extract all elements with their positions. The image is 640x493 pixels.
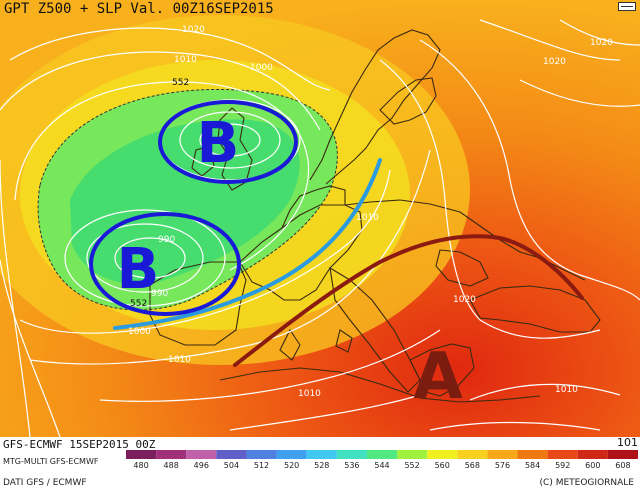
legend-swatch — [547, 450, 578, 459]
legend-swatch — [607, 450, 638, 459]
isobar-label: 990 — [158, 235, 175, 245]
isobar-label: 1010 — [168, 355, 191, 365]
isobar-label: 1010 — [356, 213, 379, 223]
legend-value: 536 — [344, 461, 359, 470]
legend-value: 528 — [314, 461, 329, 470]
low-letter-north: B — [197, 111, 240, 176]
legend-value: 584 — [525, 461, 540, 470]
isobar-label: 1010 — [298, 389, 321, 399]
isobar-label: 1020 — [590, 38, 613, 48]
legend-value: 552 — [404, 461, 419, 470]
legend-swatch — [306, 450, 337, 459]
legend-swatch — [517, 450, 548, 459]
legend-value: 512 — [254, 461, 269, 470]
legend-swatch — [457, 450, 488, 459]
model-line-label: MTG-MULTI GFS-ECMWF — [3, 457, 99, 466]
legend-value: 576 — [495, 461, 510, 470]
low-letter-south: B — [117, 237, 160, 302]
legend-value: 488 — [164, 461, 179, 470]
legend-value: 520 — [284, 461, 299, 470]
legend-swatch — [126, 450, 157, 459]
zoom-icon[interactable] — [618, 2, 636, 11]
ridge-axis — [233, 234, 584, 367]
isobar-label: 1000 — [250, 63, 273, 73]
legend-swatch — [577, 450, 608, 459]
legend-value: 496 — [194, 461, 209, 470]
legend-swatch — [487, 450, 518, 459]
model-run-label: GFS-ECMWF 15SEP2015 00Z — [3, 438, 156, 451]
isobars — [0, 19, 640, 438]
pressure-labels: 1020 1010 1000 1020 1020 1010 990 990 10… — [128, 25, 613, 399]
legend-value: 544 — [374, 461, 389, 470]
legend-value: 600 — [585, 461, 600, 470]
isobar-label: 990 — [151, 289, 168, 299]
low-circle-south — [89, 212, 241, 316]
contour-label: 552 — [172, 78, 189, 88]
isobar-label: 1020 — [453, 295, 476, 305]
isobar-label: 1010 — [174, 55, 197, 65]
legend-swatch — [427, 450, 458, 459]
contour-label: 552 — [130, 299, 147, 309]
footer-background — [0, 437, 640, 493]
trough-axis — [113, 158, 382, 330]
legend-value: 568 — [465, 461, 480, 470]
legend-value: 592 — [555, 461, 570, 470]
contour-labels: 552 552 — [130, 78, 189, 309]
copyright-label: (C) METEOGIORNALE — [539, 478, 634, 488]
legend-swatch — [397, 450, 428, 459]
isobar-label: 1000 — [128, 327, 151, 337]
legend-swatch — [156, 450, 187, 459]
legend-value: 480 — [133, 461, 148, 470]
isobar-label: 1020 — [543, 57, 566, 67]
high-letter: A — [413, 340, 463, 414]
corner-value: 101 — [617, 436, 638, 449]
contour-552 — [37, 89, 338, 311]
legend-swatch — [336, 450, 367, 459]
legend-value: 560 — [435, 461, 450, 470]
color-legend: 480 488 496 504 512 520 528 536 544 552 560 568 576 5… — [126, 450, 638, 470]
legend-swatch — [216, 450, 247, 459]
legend-value: 608 — [615, 461, 630, 470]
isobar-label: 1020 — [182, 25, 205, 35]
legend-value: 504 — [224, 461, 239, 470]
map-title: GPT Z500 + SLP Val. 00Z16SEP2015 — [4, 1, 274, 17]
legend-swatch — [276, 450, 307, 459]
legend-swatch — [186, 450, 217, 459]
legend-swatch — [366, 450, 398, 459]
legend-swatch — [246, 450, 277, 459]
data-credit-label: DATI GFS / ECMWF — [3, 478, 87, 488]
low-circle-north — [158, 100, 298, 184]
isobar-label: 1010 — [555, 385, 578, 395]
